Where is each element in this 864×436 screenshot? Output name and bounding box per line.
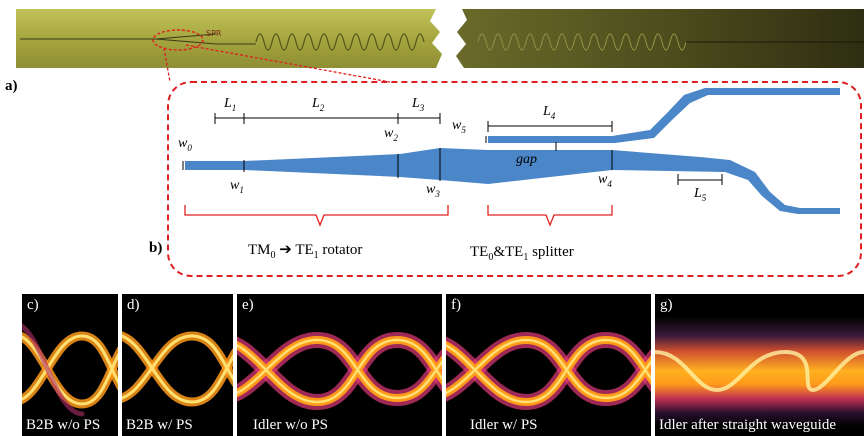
eye-caption-d: B2B w/ PS xyxy=(126,417,193,433)
eye-letter-e: e) xyxy=(242,297,254,313)
panel-label-b: b) xyxy=(149,240,163,256)
splitter-branch xyxy=(488,88,840,143)
label-w5: w5 xyxy=(452,118,466,135)
eye-letter-g: g) xyxy=(660,297,673,313)
eye-caption-c: B2B w/o PS xyxy=(26,417,101,433)
eye-pattern-g xyxy=(655,316,864,426)
label-w0: w0 xyxy=(178,136,192,153)
chip-photo: SPR xyxy=(16,6,864,76)
label-w4: w4 xyxy=(598,172,612,189)
eye-caption-g: Idler after straight waveguide xyxy=(659,417,837,433)
label-L5: L5 xyxy=(694,186,707,203)
label-L3: L3 xyxy=(412,96,425,113)
eye-diagram-g: g) Idler after straight waveguide xyxy=(655,294,864,436)
eye-letter-c: c) xyxy=(27,297,39,313)
eye-caption-e: Idler w/o PS xyxy=(253,417,328,433)
label-w3: w3 xyxy=(426,182,440,199)
eye-letter-d: d) xyxy=(127,297,140,313)
rotator-waveguide xyxy=(185,148,840,214)
schematic-drawing xyxy=(182,88,840,227)
label-L4: L4 xyxy=(543,104,556,121)
label-w1: w1 xyxy=(230,178,244,195)
eye-pattern-d xyxy=(122,331,233,407)
eye-diagram-c: c) B2B w/o PS xyxy=(22,294,118,436)
eye-diagram-e: e) Idler w/o PS xyxy=(237,294,442,436)
eye-caption-f: Idler w/ PS xyxy=(470,417,538,433)
eye-letter-f: f) xyxy=(451,297,461,313)
label-L1: L1 xyxy=(224,96,237,113)
eye-pattern-e xyxy=(237,331,442,411)
splitter-label: TE0&TE1 splitter xyxy=(470,244,574,263)
eye-diagram-f: f) Idler w/ PS xyxy=(446,294,651,436)
panel-label-a: a) xyxy=(5,78,18,94)
eye-diagram-d: d) B2B w/ PS xyxy=(122,294,233,436)
chip-photo-image: SPR xyxy=(16,9,864,68)
label-L2: L2 xyxy=(312,96,325,113)
label-gap: gap xyxy=(516,152,537,167)
svg-text:SPR: SPR xyxy=(206,29,222,38)
label-w2: w2 xyxy=(384,126,398,143)
zoom-connector xyxy=(163,44,391,83)
eye-pattern-f xyxy=(446,331,651,411)
rotator-label: TM0 ➔ TE1 rotator xyxy=(248,242,363,261)
schematic-frame xyxy=(167,81,862,277)
eye-pattern-c xyxy=(22,323,118,417)
